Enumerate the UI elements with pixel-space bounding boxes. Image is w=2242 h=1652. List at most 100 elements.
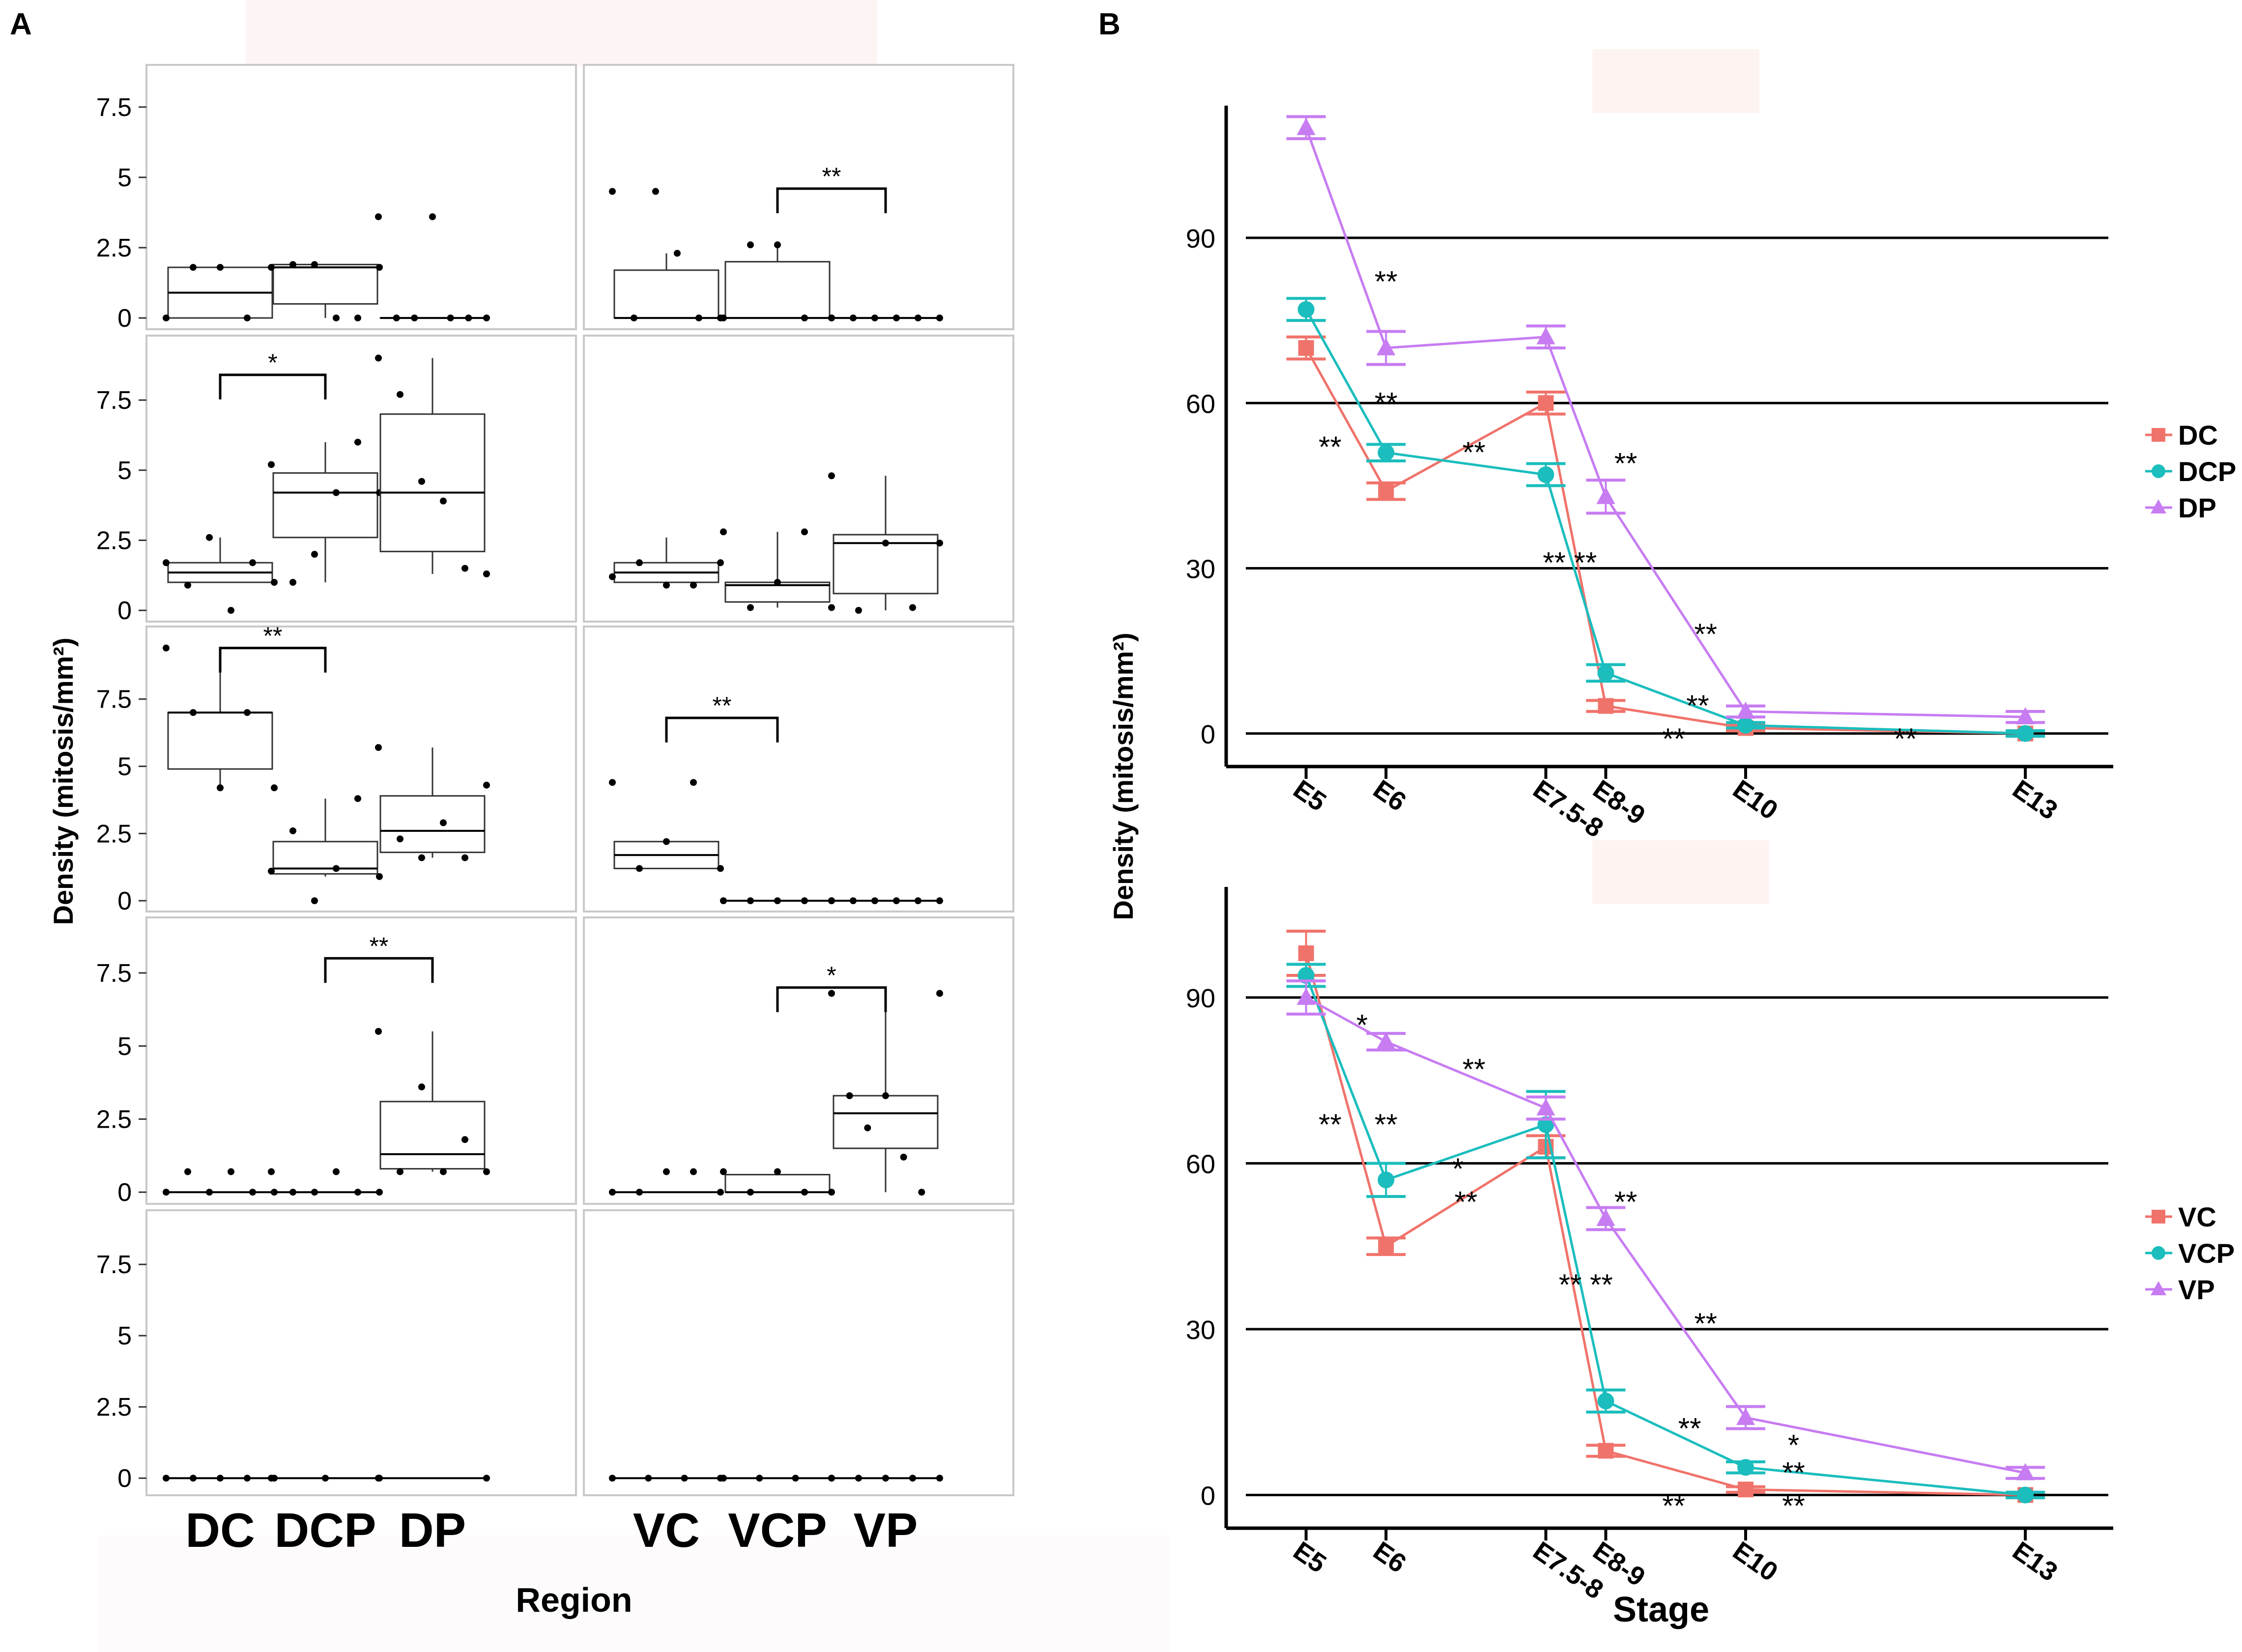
legend-label: VP bbox=[2178, 1274, 2215, 1305]
significance-label: ** bbox=[713, 692, 732, 719]
significance-label: ** bbox=[1894, 722, 1917, 755]
data-point bbox=[483, 1168, 490, 1175]
data-point bbox=[483, 1475, 490, 1482]
data-point bbox=[871, 314, 878, 322]
data-point bbox=[720, 314, 727, 322]
data-point bbox=[461, 854, 468, 861]
data-point bbox=[163, 644, 170, 652]
data-point bbox=[774, 579, 781, 586]
data-point bbox=[311, 261, 318, 268]
marker-triangle bbox=[1596, 486, 1615, 504]
significance-label: ** ** bbox=[1543, 546, 1597, 579]
data-point bbox=[915, 314, 921, 322]
data-point bbox=[663, 1168, 670, 1175]
data-point bbox=[720, 1168, 727, 1175]
data-point bbox=[756, 1475, 763, 1482]
data-point bbox=[609, 1189, 616, 1196]
panel-b-x-axis-label: Stage bbox=[1613, 1590, 1709, 1629]
data-point bbox=[801, 528, 808, 536]
data-point bbox=[354, 1189, 361, 1196]
data-point bbox=[163, 1475, 170, 1482]
data-point bbox=[828, 314, 835, 322]
y-tick-label: 5 bbox=[117, 456, 132, 485]
data-point bbox=[801, 1189, 808, 1196]
significance-bracket bbox=[219, 373, 327, 399]
data-point bbox=[190, 1475, 197, 1482]
data-point bbox=[411, 314, 418, 322]
marker-triangle bbox=[1536, 327, 1555, 344]
y-tick-label: 5 bbox=[117, 753, 132, 781]
data-point bbox=[909, 1475, 916, 1482]
data-point bbox=[717, 559, 724, 567]
panel-b-label: B bbox=[1098, 7, 1121, 41]
data-point bbox=[828, 472, 835, 480]
marker-square bbox=[1378, 1238, 1394, 1254]
significance-bracket bbox=[324, 957, 434, 983]
data-point bbox=[206, 1189, 213, 1196]
data-point bbox=[228, 1168, 234, 1175]
significance-label: ** bbox=[1662, 1489, 1685, 1522]
panel-b-top-title-band bbox=[1592, 49, 1759, 113]
x-category-label: DP bbox=[399, 1503, 466, 1557]
data-point bbox=[747, 1189, 754, 1196]
marker-square bbox=[1598, 1443, 1614, 1459]
data-point bbox=[690, 581, 697, 589]
data-point bbox=[418, 478, 425, 485]
data-point bbox=[690, 1168, 697, 1175]
y-tick-label: 7.5 bbox=[96, 386, 132, 415]
data-point bbox=[663, 838, 670, 845]
data-point bbox=[636, 865, 643, 872]
x-category-label: DC bbox=[185, 1503, 255, 1557]
y-tick-label: 30 bbox=[1186, 1315, 1215, 1345]
data-point bbox=[268, 867, 275, 875]
data-point bbox=[936, 314, 943, 322]
marker-circle bbox=[1597, 1393, 1614, 1410]
data-point bbox=[774, 897, 781, 905]
marker-square bbox=[1538, 395, 1554, 411]
data-point bbox=[184, 581, 191, 589]
data-point bbox=[333, 865, 340, 872]
data-point bbox=[447, 314, 454, 322]
legend-label: DC bbox=[2178, 420, 2218, 451]
data-point bbox=[828, 1475, 835, 1482]
y-tick-label: 90 bbox=[1186, 224, 1215, 254]
data-point bbox=[375, 744, 382, 751]
box-iqr bbox=[379, 795, 486, 854]
x-category-label: VC bbox=[633, 1503, 700, 1557]
panel-a-label: A bbox=[10, 7, 32, 41]
data-point bbox=[244, 314, 251, 322]
data-point bbox=[397, 1168, 403, 1175]
significance-label: ** bbox=[1678, 1412, 1701, 1445]
significance-bracket bbox=[665, 716, 779, 743]
marker-triangle bbox=[1296, 988, 1316, 1005]
data-point bbox=[440, 497, 447, 505]
data-point bbox=[393, 314, 400, 322]
panel-b-y-axis-label: Density (mitosis/mm²) bbox=[1108, 633, 1139, 920]
data-point bbox=[440, 819, 447, 826]
y-tick-label: 7.5 bbox=[96, 959, 132, 988]
significance-bracket bbox=[219, 647, 327, 673]
significance-label: ** bbox=[1782, 1456, 1805, 1489]
data-point bbox=[720, 897, 727, 905]
data-point bbox=[855, 1475, 862, 1482]
data-point bbox=[864, 1124, 871, 1132]
data-point bbox=[801, 314, 808, 322]
data-point bbox=[163, 559, 170, 567]
box-iqr bbox=[833, 1095, 939, 1149]
data-point bbox=[936, 990, 943, 997]
data-point bbox=[609, 188, 616, 195]
data-point bbox=[850, 897, 857, 905]
marker-square bbox=[1737, 1481, 1753, 1498]
marker-triangle bbox=[2016, 1463, 2035, 1481]
data-point bbox=[774, 241, 781, 249]
significance-label: * bbox=[827, 962, 836, 989]
significance-label: ** bbox=[263, 622, 283, 650]
y-tick-label: 5 bbox=[117, 1032, 132, 1061]
data-point bbox=[609, 573, 616, 580]
data-point bbox=[268, 1168, 275, 1175]
data-point bbox=[289, 579, 296, 586]
marker-triangle bbox=[1536, 1098, 1555, 1115]
marker-square bbox=[1598, 698, 1614, 714]
box-iqr bbox=[167, 712, 273, 770]
